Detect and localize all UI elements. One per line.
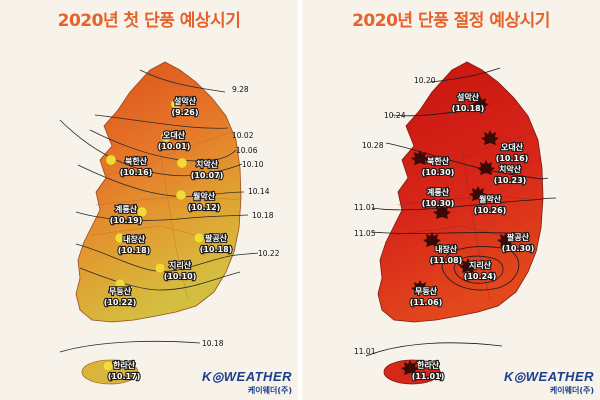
maple-leaf-icon bbox=[423, 232, 441, 247]
mountain-name: 오대산 bbox=[163, 130, 186, 140]
mountain-date: (10.16) bbox=[120, 168, 153, 177]
isoline-label: 10.28 bbox=[362, 141, 384, 150]
mountain-date: (11.06) bbox=[410, 298, 443, 307]
mountain-name: 설악산 bbox=[457, 92, 480, 102]
isoline-label: 10.02 bbox=[232, 131, 254, 140]
mountain-date: (10.30) bbox=[422, 199, 455, 208]
korea-peninsula-shape bbox=[75, 61, 242, 323]
mountain-name: 계룡산 bbox=[115, 204, 138, 214]
maple-leaf-icon bbox=[411, 150, 429, 165]
mountain-date: (10.22) bbox=[104, 298, 137, 307]
mountain-name: 내장산 bbox=[435, 244, 458, 254]
mountain-name: 한라산 bbox=[417, 360, 440, 370]
brand-logo: K◎WEATHER 케이웨더(주) bbox=[504, 369, 594, 396]
mountain-date: (10.19) bbox=[110, 216, 143, 225]
isoline-label: 10.10 bbox=[242, 160, 264, 169]
maple-leaf-icon bbox=[471, 96, 489, 111]
mountain-date: (11.08) bbox=[430, 256, 463, 265]
maple-leaf-icon bbox=[433, 204, 451, 219]
first-foliage-map-panel: 2020년 첫 단풍 예상시기 bbox=[0, 0, 298, 400]
isoline-label: 11.01 bbox=[354, 203, 376, 212]
mountain-name: 월악산 bbox=[479, 194, 502, 204]
isoline-label: 10.22 bbox=[258, 249, 280, 258]
leaf-marker-icon bbox=[160, 131, 172, 143]
mountain-date: (10.23) bbox=[494, 176, 527, 185]
mountain-date: (9.26) bbox=[171, 108, 198, 117]
isoline-label: 9.28 bbox=[232, 85, 249, 94]
map-title: 2020년 단풍 절정 예상시기 bbox=[352, 11, 550, 31]
maple-leaf-icon bbox=[411, 280, 429, 295]
mountain-name: 치악산 bbox=[196, 159, 219, 169]
mountain-name: 월악산 bbox=[193, 191, 216, 201]
mountain-name: 설악산 bbox=[174, 96, 197, 106]
mountain-date: (10.18) bbox=[452, 104, 485, 113]
brand-logo: K◎WEATHER 케이웨더(주) bbox=[202, 369, 292, 396]
leaf-marker-icon bbox=[102, 360, 114, 372]
isoline-label: 10.06 bbox=[236, 146, 258, 155]
leaf-marker-icon bbox=[154, 262, 166, 274]
mountain-name: 계룡산 bbox=[427, 187, 450, 197]
mountain-date: (10.18) bbox=[200, 245, 233, 254]
brand-logo-text: K◎WEATHER bbox=[202, 369, 292, 384]
map-title: 2020년 첫 단풍 예상시기 bbox=[57, 11, 241, 31]
isoline-label: 10.18 bbox=[252, 211, 274, 220]
mountain-name: 북한산 bbox=[125, 156, 148, 166]
leaf-marker-icon bbox=[176, 157, 188, 169]
mountain-name: 북한산 bbox=[427, 156, 450, 166]
mountain-name: 지리산 bbox=[469, 260, 492, 270]
mountain-name: 오대산 bbox=[501, 142, 524, 152]
isoline-label: 10.24 bbox=[384, 111, 406, 120]
korea-peninsula-shape bbox=[377, 61, 544, 323]
mountain-date: (10.26) bbox=[474, 206, 507, 215]
mountain-date: (10.10) bbox=[164, 272, 197, 281]
peak-foliage-map: 10.20 10.24 10.28 11.01 11.05 11.01 설악산 … bbox=[354, 61, 557, 385]
mountain-date: (10.30) bbox=[422, 168, 455, 177]
brand-logo-text: K◎WEATHER bbox=[504, 369, 594, 384]
maple-leaf-icon bbox=[401, 360, 419, 375]
mountain-name: 내장산 bbox=[123, 234, 146, 244]
leaf-marker-icon bbox=[114, 278, 126, 290]
maple-leaf-icon bbox=[481, 130, 499, 145]
mountain-date: (10.24) bbox=[464, 272, 497, 281]
brand-company-name: 케이웨더(주) bbox=[549, 386, 594, 395]
mountain-date: (10.16) bbox=[496, 154, 529, 163]
peak-foliage-map-panel: 2020년 단풍 절정 예상시기 10.2 bbox=[302, 0, 600, 400]
maple-leaf-icon bbox=[459, 258, 477, 273]
mountain-date: (10.12) bbox=[188, 203, 221, 212]
jeju-island-shape bbox=[81, 359, 139, 385]
leaf-marker-icon bbox=[175, 189, 187, 201]
mountain-date: (10.07) bbox=[191, 171, 224, 180]
leaf-marker-icon bbox=[136, 206, 148, 218]
maple-leaf-icon bbox=[497, 232, 515, 247]
mountain-name: 한라산 bbox=[113, 360, 136, 370]
mountain-name: 팔공산 bbox=[507, 232, 530, 242]
maple-leaf-icon bbox=[469, 186, 487, 201]
brand-company-name: 케이웨더(주) bbox=[247, 386, 292, 395]
isoline-label: 11.05 bbox=[354, 229, 376, 238]
mountain-date: (10.18) bbox=[118, 246, 151, 255]
first-foliage-map: 9.28 10.02 10.06 10.10 10.14 10.18 10.22… bbox=[59, 61, 280, 385]
leaf-marker-icon bbox=[114, 232, 126, 244]
mountain-name: 무등산 bbox=[109, 286, 132, 296]
isoline-label: 10.20 bbox=[414, 76, 436, 85]
mountain-date: (10.01) bbox=[158, 142, 191, 151]
mountain-name: 지리산 bbox=[169, 260, 192, 270]
leaf-marker-icon bbox=[105, 154, 117, 166]
mountain-name: 치악산 bbox=[499, 164, 522, 174]
isoline-label: 10.18 bbox=[202, 339, 224, 348]
isoline-label: 10.14 bbox=[248, 187, 270, 196]
mountain-name: 무등산 bbox=[415, 286, 438, 296]
leaf-marker-icon bbox=[170, 98, 182, 110]
mountain-date: (10.17) bbox=[108, 372, 141, 381]
mountain-date: (11.01) bbox=[412, 372, 445, 381]
maple-leaf-icon bbox=[477, 160, 495, 175]
isoline-label: 11.01 bbox=[354, 347, 376, 356]
mountain-name: 팔공산 bbox=[205, 233, 228, 243]
mountain-date: (10.30) bbox=[502, 244, 535, 253]
leaf-marker-icon bbox=[193, 232, 205, 244]
